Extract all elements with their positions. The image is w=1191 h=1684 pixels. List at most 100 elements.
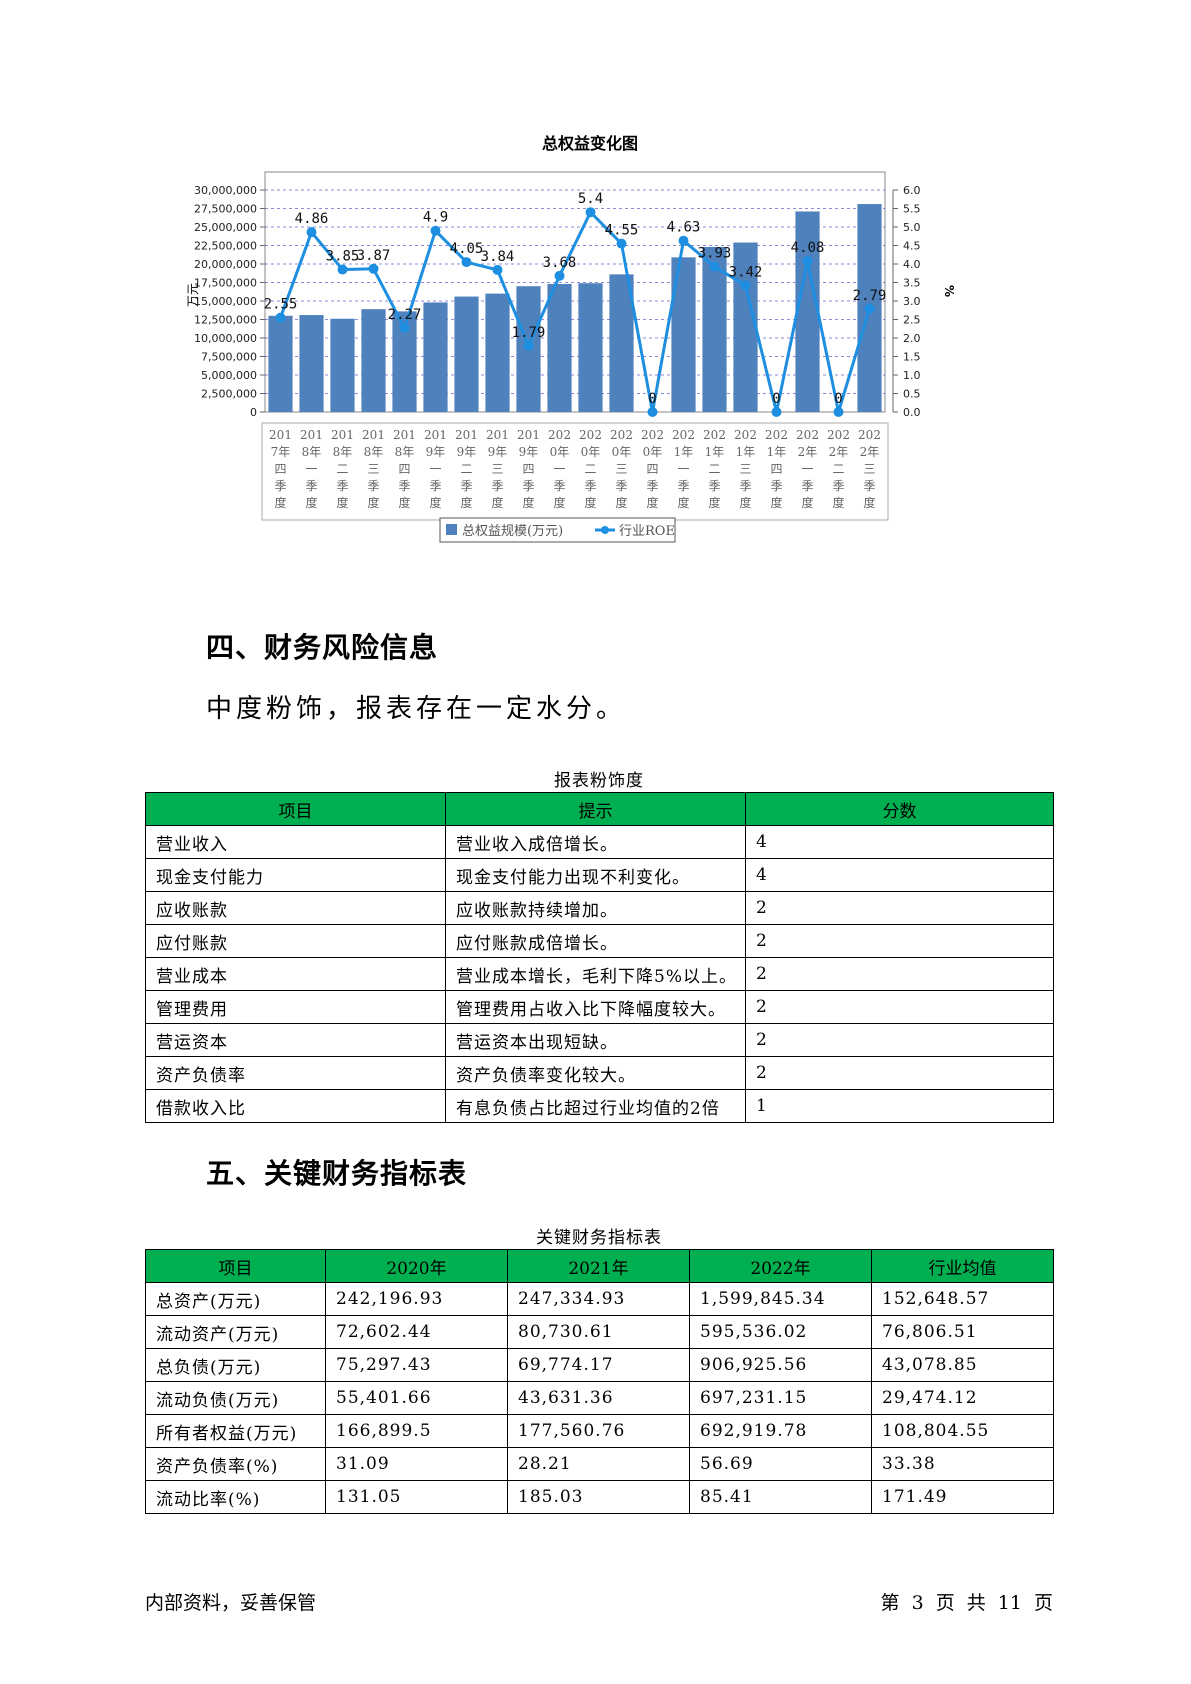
y-tick-label: 15,000,000 <box>194 295 257 308</box>
x-tick-label: 202 1年四季度 <box>765 428 788 510</box>
roe-data-label: 0 <box>772 391 780 407</box>
column-header: 2022年 <box>689 1249 872 1283</box>
roe-point <box>802 256 813 267</box>
y2-tick-label: 1.0 <box>903 369 921 382</box>
plot-area <box>264 171 886 413</box>
roe-data-label: 3.68 <box>543 255 577 271</box>
x-tick-label: 202 0年三季度 <box>610 428 633 510</box>
table-cell: 56.69 <box>689 1447 872 1481</box>
table-cell: 总负债(万元) <box>145 1348 326 1382</box>
table-cell: 43,631.36 <box>507 1381 690 1415</box>
y-tick-label: 17,500,000 <box>194 277 257 290</box>
table-row: 应付账款 应付账款成倍增长。 2 <box>145 924 1054 958</box>
x-tick-label: 201 8年三季度 <box>362 428 385 510</box>
table-cell: 营运资本 <box>145 1023 446 1057</box>
table-cell: 2 <box>745 1056 1054 1090</box>
roe-data-label: 3.87 <box>357 248 391 264</box>
roe-data-label: 3.84 <box>481 249 515 265</box>
x-tick-label: 202 1年二季度 <box>703 428 726 510</box>
table-cell: 现金支付能力出现不利变化。 <box>445 858 746 892</box>
roe-point <box>709 261 720 272</box>
roe-point <box>740 280 751 291</box>
y-tick-label: 20,000,000 <box>194 258 257 271</box>
table-cell: 171.49 <box>871 1480 1054 1514</box>
y2-tick-label: 4.5 <box>903 240 921 253</box>
section5-heading: 五、关键财务指标表 <box>206 1157 468 1190</box>
x-tick-label: 201 9年二季度 <box>455 428 478 510</box>
y2-tick-label: 0.0 <box>903 406 921 419</box>
table-cell: 80,730.61 <box>507 1315 690 1349</box>
bar <box>547 283 572 412</box>
roe-data-label: 2.27 <box>388 307 422 323</box>
x-tick-label: 202 0年一季度 <box>548 428 571 510</box>
table-cell: 管理费用占收入比下降幅度较大。 <box>445 990 746 1024</box>
table-cell: 31.09 <box>325 1447 508 1481</box>
table-cell: 72,602.44 <box>325 1315 508 1349</box>
x-tick-label: 201 9年三季度 <box>486 428 509 510</box>
table-row: 流动负债(万元) 55,401.66 43,631.36 697,231.15 29,4… <box>145 1381 1054 1415</box>
x-tick-label: 202 2年三季度 <box>858 428 881 510</box>
table-cell: 166,899.5 <box>325 1414 508 1448</box>
equity-chart: 总权益变化图 0 2,500,000 5,000,000 7,500,000 10,000… <box>175 135 1015 595</box>
table-cell: 4 <box>745 825 1054 859</box>
y-tick-label: 30,000,000 <box>194 184 257 197</box>
column-header: 项目 <box>145 792 446 826</box>
table-cell: 185.03 <box>507 1480 690 1514</box>
table-row: 管理费用 管理费用占收入比下降幅度较大。 2 <box>145 990 1054 1024</box>
table-row: 资产负债率(%) 31.09 28.21 56.69 33.38 <box>145 1447 1054 1481</box>
chart-title: 总权益变化图 <box>542 135 638 153</box>
roe-data-label: 1.79 <box>512 325 546 341</box>
roe-point <box>368 263 379 274</box>
table-cell: 43,078.85 <box>871 1348 1054 1382</box>
y-tick-label: 0 <box>250 406 257 419</box>
roe-point <box>647 407 658 417</box>
table-cell: 应付账款成倍增长。 <box>445 924 746 958</box>
table-cell: 总资产(万元) <box>145 1282 326 1316</box>
roe-point <box>461 257 472 268</box>
legend-swatch-bar <box>446 524 457 535</box>
column-header: 项目 <box>145 1249 326 1283</box>
table-row: 营运资本 营运资本出现短缺。 2 <box>145 1023 1054 1057</box>
roe-point <box>430 225 441 236</box>
roe-point <box>554 270 565 281</box>
table-cell: 33.38 <box>871 1447 1054 1481</box>
table-row: 应收账款 应收账款持续增加。 2 <box>145 891 1054 925</box>
table-row: 流动比率(%) 131.05 185.03 85.41 171.49 <box>145 1480 1054 1514</box>
legend-swatch-point <box>601 526 609 534</box>
bar <box>485 293 510 412</box>
roe-data-label: 3.42 <box>729 264 763 280</box>
y2-tick-label: 5.0 <box>903 221 921 234</box>
table-row: 营业收入 营业收入成倍增长。 4 <box>145 825 1054 859</box>
table-cell: 营业收入 <box>145 825 446 859</box>
y-tick-label: 25,000,000 <box>194 221 257 234</box>
roe-point <box>616 238 627 249</box>
y-tick-label: 12,500,000 <box>194 314 257 327</box>
roe-point <box>275 312 286 323</box>
roe-data-label: 2.79 <box>853 288 887 304</box>
table-cell: 应收账款持续增加。 <box>445 891 746 925</box>
table-cell: 28.21 <box>507 1447 690 1481</box>
table-cell: 29,474.12 <box>871 1381 1054 1415</box>
legend-box <box>439 517 676 543</box>
table-row: 总资产(万元) 242,196.93 247,334.93 1,599,845.34 1… <box>145 1282 1054 1316</box>
table-cell: 流动负债(万元) <box>145 1381 326 1415</box>
table-cell: 所有者权益(万元) <box>145 1414 326 1448</box>
key-indicator-table-caption: 关键财务指标表 <box>536 1228 662 1248</box>
roe-point <box>306 227 317 238</box>
roe-data-label: 4.86 <box>295 211 329 227</box>
column-header: 2020年 <box>325 1249 508 1283</box>
x-tick-label: 201 8年一季度 <box>300 428 323 510</box>
roe-data-label: 2.55 <box>264 297 298 313</box>
y2-tick-label: 3.0 <box>903 295 921 308</box>
x-tick-label: 202 0年四季度 <box>641 428 664 510</box>
table-cell: 应付账款 <box>145 924 446 958</box>
table-cell: 2 <box>745 924 1054 958</box>
table-cell: 1 <box>745 1089 1054 1123</box>
y-tick-label: 22,500,000 <box>194 240 257 253</box>
table-cell: 906,925.56 <box>689 1348 872 1382</box>
table-cell: 55,401.66 <box>325 1381 508 1415</box>
table-cell: 69,774.17 <box>507 1348 690 1382</box>
bar <box>609 274 634 412</box>
x-tick-label: 201 8年二季度 <box>331 428 354 510</box>
roe-point <box>833 407 844 417</box>
